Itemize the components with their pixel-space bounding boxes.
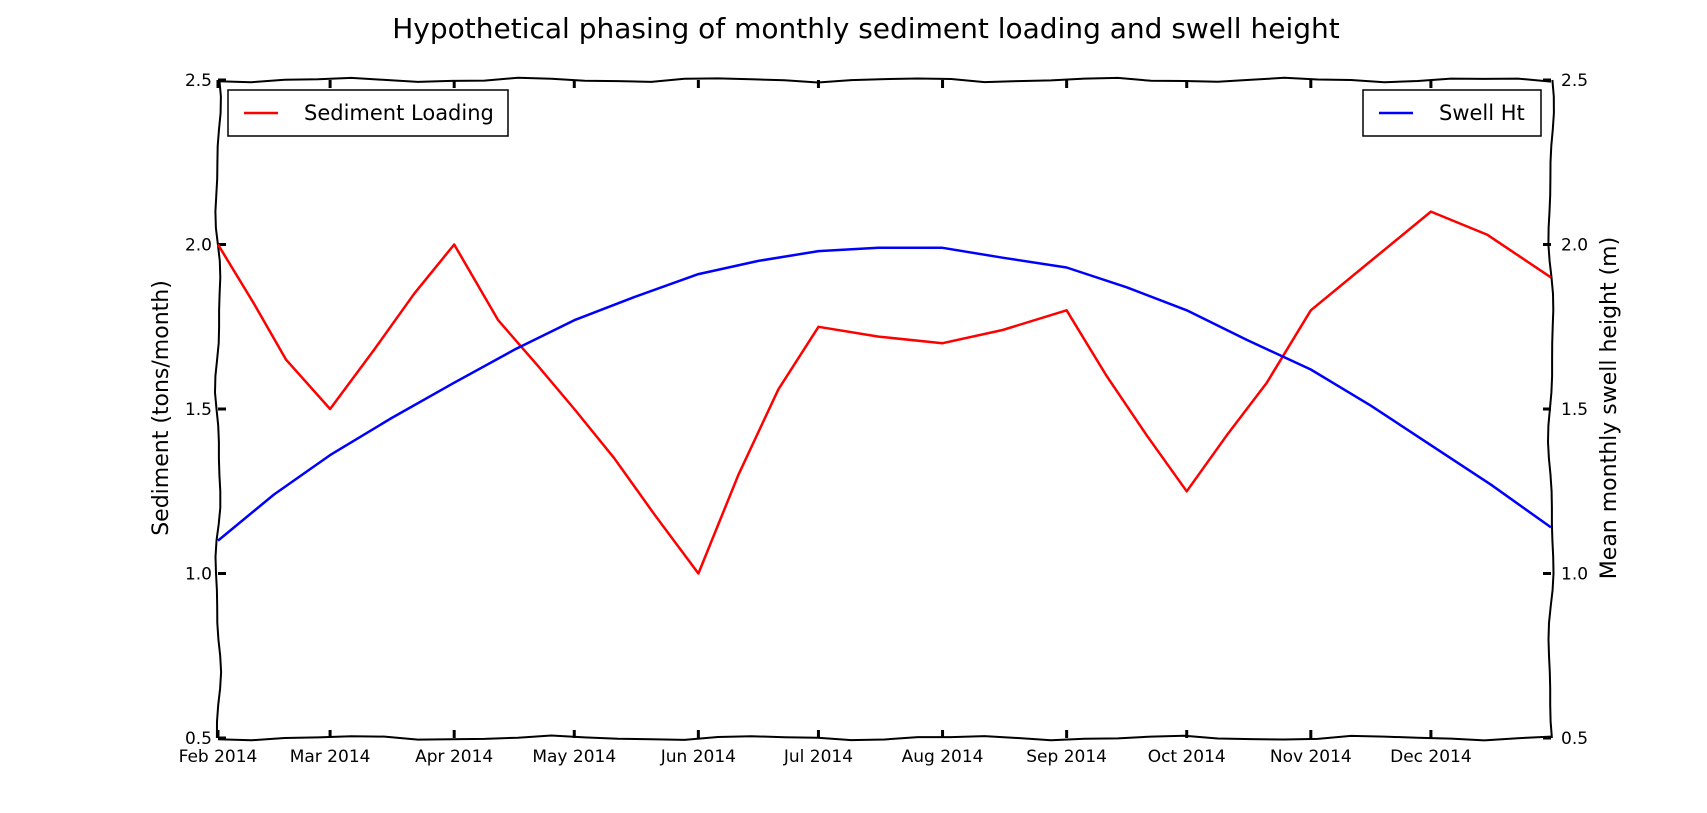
x-tick-label: Feb 2014 bbox=[179, 747, 258, 767]
frame-left bbox=[213, 79, 223, 739]
frame-top bbox=[217, 76, 1552, 84]
y-tick-label-right: 1.5 bbox=[1561, 400, 1588, 420]
x-tick-label: Mar 2014 bbox=[290, 747, 371, 767]
y-tick-label-left: 1.0 bbox=[185, 565, 212, 585]
x-tick-label: Apr 2014 bbox=[415, 747, 493, 767]
x-tick-label: Oct 2014 bbox=[1148, 747, 1226, 767]
y-axis-left-label: Sediment (tons/month) bbox=[149, 280, 174, 536]
chart-title: Hypothetical phasing of monthly sediment… bbox=[392, 12, 1340, 45]
x-tick-label: Dec 2014 bbox=[1390, 747, 1472, 767]
plot-area: 0.5 0.5 1.0 1.0 1.5 1.5 2.0 2.0 2.5 2.5 Feb 2014 Ma… bbox=[179, 71, 1588, 767]
y-tick-label-right: 2.0 bbox=[1561, 236, 1588, 256]
legend-label-sediment-loading: Sediment Loading bbox=[304, 101, 494, 125]
y-tick-label-left: 0.5 bbox=[185, 729, 212, 749]
x-tick-label: Nov 2014 bbox=[1270, 747, 1352, 767]
legend-label-swell-ht: Swell Ht bbox=[1439, 101, 1525, 125]
series-line-sediment-loading bbox=[216, 210, 1552, 575]
y-axis-right-label: Mean monthly swell height (m) bbox=[1597, 237, 1622, 579]
series-line-swell-ht bbox=[217, 246, 1552, 542]
x-tick-label: May 2014 bbox=[532, 747, 616, 767]
y-tick-label-right: 1.0 bbox=[1561, 565, 1588, 585]
y-tick-label-left: 1.5 bbox=[185, 400, 212, 420]
x-tick-label: Jul 2014 bbox=[783, 747, 853, 767]
y-tick-label-left: 2.5 bbox=[185, 71, 212, 91]
frame-bottom bbox=[217, 734, 1552, 742]
x-tick-label: Sep 2014 bbox=[1026, 747, 1107, 767]
y-tick-label-right: 0.5 bbox=[1561, 729, 1588, 749]
x-tick-label: Jun 2014 bbox=[660, 747, 736, 767]
y-tick-label-right: 2.5 bbox=[1561, 71, 1588, 91]
x-tick-label: Aug 2014 bbox=[902, 747, 984, 767]
y-tick-label-left: 2.0 bbox=[185, 236, 212, 256]
